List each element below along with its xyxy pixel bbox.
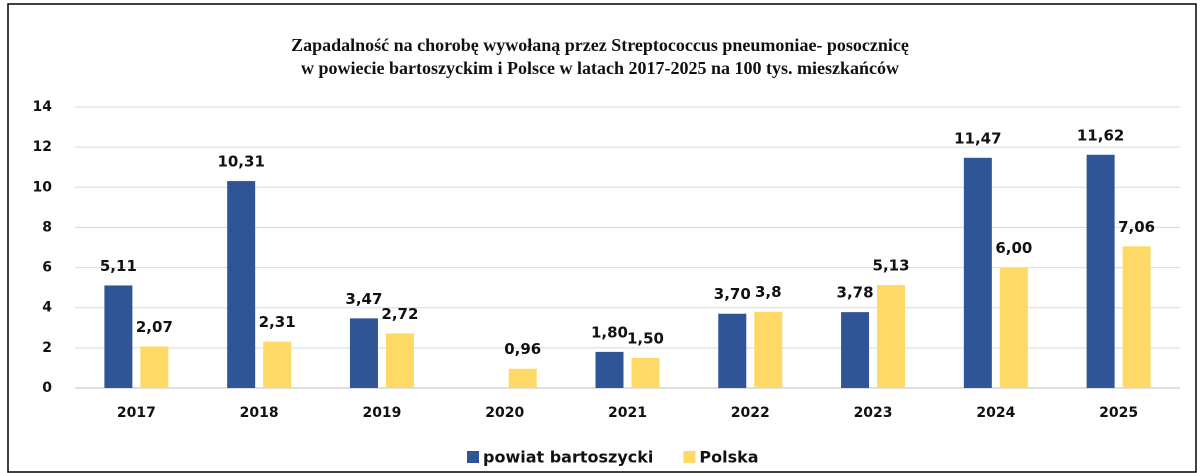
value-label: 11,62 [1077, 126, 1124, 144]
chart-border [7, 3, 1197, 473]
y-tick-label: 10 [33, 179, 53, 195]
y-tick-label: 0 [42, 380, 52, 396]
bar [263, 341, 292, 388]
bar [963, 157, 992, 388]
x-tick-label: 2025 [1099, 405, 1138, 421]
y-tick-label: 14 [33, 99, 53, 115]
chart-title: Zapadalność na chorobę wywołaną przez St… [291, 35, 909, 55]
value-label: 2,72 [381, 305, 418, 323]
y-tick-label: 6 [42, 260, 52, 276]
value-label: 3,47 [345, 290, 382, 308]
legend-swatch [683, 451, 696, 463]
chart-title: w powiecie bartoszyckim i Polsce w latac… [301, 58, 899, 78]
x-tick-label: 2023 [854, 405, 893, 421]
value-label: 10,31 [217, 153, 264, 171]
bar [140, 346, 169, 388]
value-label: 3,78 [837, 284, 874, 302]
bar [754, 311, 783, 388]
x-tick-label: 2019 [362, 405, 401, 421]
x-tick-label: 2017 [117, 405, 156, 421]
y-tick-label: 4 [42, 300, 52, 316]
bar [595, 351, 624, 388]
bar [1086, 154, 1115, 388]
value-label: 3,70 [714, 285, 751, 303]
x-tick-label: 2021 [608, 405, 647, 421]
value-label: 1,80 [591, 323, 628, 341]
bar [227, 181, 256, 388]
value-label: 7,06 [1118, 218, 1155, 236]
value-label: 0,96 [504, 340, 541, 358]
bar [349, 318, 378, 388]
x-tick-label: 2018 [240, 405, 279, 421]
bar [999, 267, 1028, 388]
value-label: 2,07 [136, 318, 173, 336]
bar [718, 313, 747, 388]
y-tick-label: 8 [42, 219, 52, 235]
value-label: 5,11 [100, 257, 137, 275]
value-label: 6,00 [995, 239, 1032, 257]
bar [877, 285, 906, 388]
value-label: 3,8 [755, 283, 782, 301]
value-label: 1,50 [627, 329, 664, 347]
x-tick-label: 2020 [485, 405, 524, 421]
value-label: 5,13 [873, 257, 910, 275]
bar [385, 333, 414, 388]
bar [104, 285, 133, 388]
bar [631, 357, 660, 388]
bar [1122, 246, 1151, 388]
legend-label: Polska [699, 448, 758, 467]
x-tick-label: 2022 [731, 405, 770, 421]
value-label: 11,47 [954, 129, 1001, 147]
y-tick-label: 2 [42, 340, 52, 356]
value-label: 2,31 [259, 313, 296, 331]
x-tick-label: 2024 [976, 405, 1015, 421]
bar [841, 312, 870, 388]
legend-label: powiat bartoszycki [483, 448, 653, 467]
bar [508, 368, 537, 388]
y-tick-label: 12 [33, 139, 52, 155]
legend-swatch [467, 451, 479, 463]
